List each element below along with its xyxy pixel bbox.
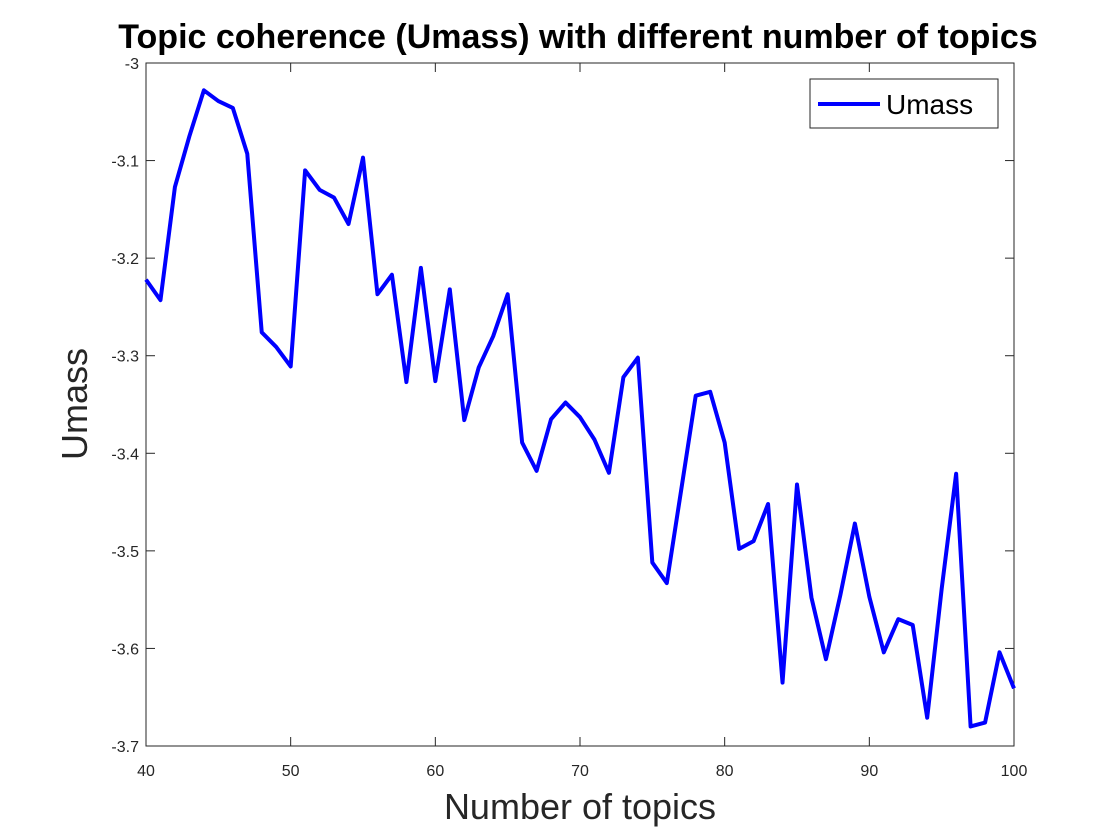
x-tick-label: 70 xyxy=(571,763,589,780)
y-tick-label: -3.4 xyxy=(111,446,139,463)
legend: Umass xyxy=(809,78,999,129)
x-tick-label: 90 xyxy=(860,763,878,780)
x-axis-label: Number of topics xyxy=(444,786,716,827)
axis-ticks xyxy=(145,62,1015,747)
x-tick-labels: 40 50 60 70 80 90 100 xyxy=(137,763,1027,780)
y-tick-label: -3.1 xyxy=(111,154,139,171)
y-tick-label: -3 xyxy=(125,56,139,73)
y-tick-label: -3.7 xyxy=(111,739,139,756)
x-tick-label: 60 xyxy=(426,763,444,780)
series-lines xyxy=(144,88,1016,729)
legend-label-umass: Umass xyxy=(886,89,973,120)
y-tick-label: -3.6 xyxy=(111,641,139,658)
x-tick-label: 100 xyxy=(1001,763,1028,780)
y-tick-label: -3.5 xyxy=(111,544,139,561)
x-tick-label: 80 xyxy=(716,763,734,780)
y-tick-label: -3.2 xyxy=(111,251,139,268)
plot-area xyxy=(145,62,1015,747)
y-axis-label: Umass xyxy=(54,348,95,460)
y-tick-label: -3.3 xyxy=(111,349,139,366)
chart-title: Topic coherence (Umass) with different n… xyxy=(118,18,1037,56)
x-tick-label: 40 xyxy=(137,763,155,780)
x-tick-label: 50 xyxy=(282,763,300,780)
series-line-umass xyxy=(144,88,1016,729)
y-tick-labels: -3 -3.1 -3.2 -3.3 -3.4 -3.5 -3.6 -3.7 xyxy=(111,56,139,756)
